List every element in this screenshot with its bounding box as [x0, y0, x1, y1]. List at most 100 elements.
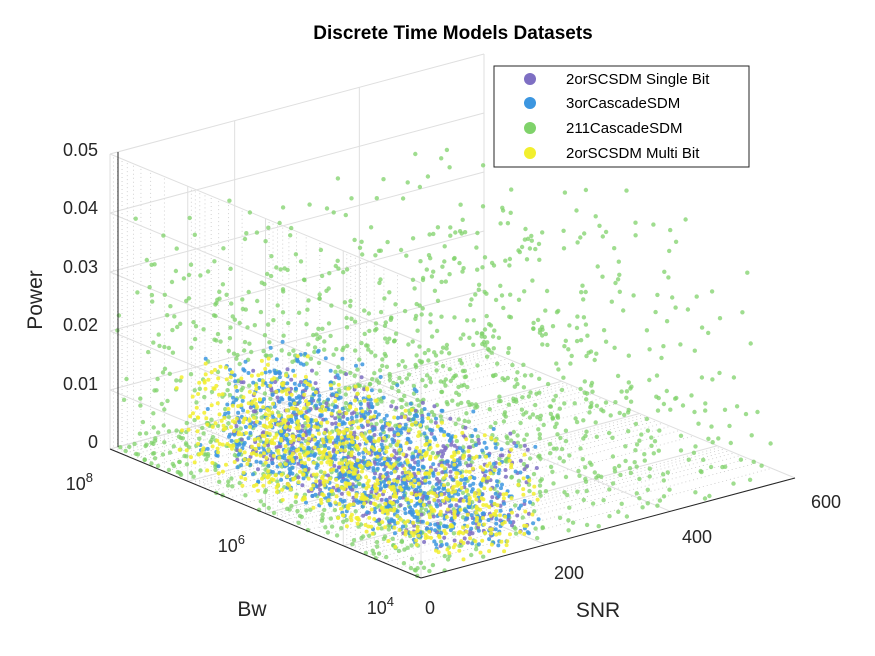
scatter-point	[116, 313, 122, 318]
scatter-point	[306, 457, 311, 462]
legend-box	[493, 65, 750, 168]
scatter-point	[563, 474, 569, 480]
scatter-point	[152, 456, 158, 461]
legend-marker	[524, 73, 536, 85]
scatter-point	[390, 427, 395, 432]
scatter-point	[205, 269, 211, 274]
scatter-point	[373, 410, 378, 414]
scatter-point	[709, 289, 715, 294]
scatter-point	[333, 399, 338, 404]
scatter-point	[368, 494, 373, 499]
scatter-point	[435, 225, 441, 230]
grid-line	[199, 385, 574, 487]
scatter-point	[434, 328, 440, 334]
scatter-point	[364, 475, 369, 480]
scatter-point	[302, 496, 307, 501]
scatter-point	[717, 316, 723, 321]
scatter-point	[211, 386, 216, 391]
scatter-point	[487, 537, 492, 542]
scatter-point	[322, 347, 327, 352]
scatter-point	[492, 328, 497, 333]
scatter-point	[223, 406, 228, 412]
scatter-point	[234, 416, 239, 421]
scatter-point	[466, 449, 471, 454]
scatter-point	[242, 450, 247, 455]
scatter-point	[277, 399, 282, 404]
scatter-point	[318, 408, 323, 413]
scatter-point	[393, 544, 398, 549]
scatter-point	[493, 438, 498, 443]
scatter-point	[149, 440, 154, 446]
scatter-point	[279, 429, 284, 434]
scatter-point	[426, 491, 431, 496]
scatter-point	[336, 396, 341, 401]
scatter-point	[241, 408, 246, 413]
scatter-point	[503, 474, 508, 479]
scatter-point	[326, 498, 331, 503]
scatter-point	[621, 308, 626, 313]
scatter-point	[532, 509, 537, 514]
scatter-point	[352, 471, 357, 476]
scatter-point	[296, 480, 301, 485]
scatter-point	[634, 491, 639, 496]
scatter-point	[593, 214, 598, 219]
scatter-point	[496, 399, 502, 404]
scatter-point	[270, 438, 275, 443]
scatter-point	[409, 474, 414, 479]
scatter-point	[364, 529, 369, 534]
scatter-point	[491, 373, 496, 378]
scatter-point	[370, 376, 375, 382]
scatter-point	[253, 397, 257, 402]
scatter-point	[277, 413, 281, 418]
scatter-point	[566, 347, 571, 352]
scatter-point	[162, 292, 167, 297]
scatter-point	[626, 380, 631, 385]
scatter-point	[734, 404, 740, 409]
scatter-point	[260, 476, 264, 481]
scatter-point	[401, 426, 405, 431]
scatter-point	[216, 376, 221, 381]
scatter-point	[144, 257, 149, 263]
scatter-point	[178, 321, 183, 326]
scatter-point	[420, 400, 425, 405]
scatter-point	[247, 389, 252, 394]
scatter-point	[422, 350, 428, 356]
scatter-point	[209, 389, 215, 395]
scatter-point	[334, 477, 339, 482]
scatter-point	[436, 524, 441, 529]
scatter-point	[375, 401, 380, 406]
scatter-point	[435, 443, 440, 448]
scatter-point	[380, 510, 385, 515]
scatter-point	[361, 483, 366, 488]
scatter-point	[491, 263, 497, 268]
scatter-point	[473, 402, 479, 407]
scatter-point	[391, 494, 396, 499]
scatter-point	[213, 367, 217, 372]
scatter-point	[639, 432, 644, 437]
scatter-point	[552, 424, 558, 430]
scatter-point	[159, 401, 164, 407]
scatter-point	[467, 498, 472, 503]
scatter-point	[227, 432, 232, 437]
scatter-point	[398, 247, 404, 253]
scatter-point	[162, 407, 167, 412]
scatter-point	[422, 431, 427, 436]
scatter-point	[330, 392, 335, 397]
scatter-point	[527, 456, 533, 461]
scatter-point	[137, 431, 143, 436]
scatter-point	[301, 446, 306, 451]
snr-tick-label: 0	[425, 598, 435, 618]
scatter-point	[476, 437, 481, 442]
scatter-point	[263, 366, 268, 371]
scatter-point	[301, 476, 306, 481]
scatter-point	[633, 421, 639, 427]
scatter-point	[561, 246, 567, 251]
scatter-point	[435, 476, 439, 481]
scatter-point	[177, 459, 182, 465]
scatter-point	[306, 436, 311, 441]
scatter-point	[590, 501, 596, 506]
scatter-point	[417, 430, 422, 435]
scatter-point	[236, 432, 241, 437]
scatter-point	[528, 500, 532, 505]
scatter-point	[747, 477, 753, 482]
